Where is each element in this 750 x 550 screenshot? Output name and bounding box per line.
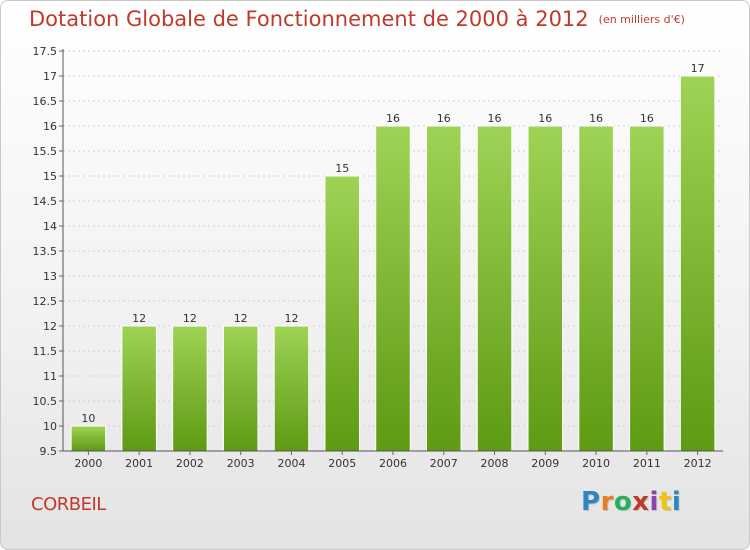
- y-tick-label: 12.5: [33, 295, 58, 308]
- logo-letter: x: [632, 487, 650, 517]
- logo-letter: o: [613, 487, 633, 517]
- bar-value-label: 16: [538, 112, 552, 125]
- x-tick-label: 2004: [277, 457, 305, 470]
- bar: [426, 125, 462, 452]
- logo-letter: P: [581, 487, 601, 517]
- axes: [59, 49, 723, 455]
- bar: [629, 125, 665, 452]
- logo-letter: i: [671, 487, 682, 517]
- x-tick-label: 2009: [531, 457, 559, 470]
- bar: [70, 425, 107, 452]
- y-tick-label: 12: [43, 320, 57, 333]
- bar: [679, 75, 716, 452]
- y-tick-label: 15.5: [33, 145, 58, 158]
- bar-value-label: 16: [640, 112, 654, 125]
- y-tick-label: 14: [43, 220, 57, 233]
- x-tick-label: 2011: [633, 457, 661, 470]
- y-tick-label: 17: [43, 70, 57, 83]
- y-tick-label: 15: [43, 170, 57, 183]
- bar-value-label: 12: [132, 312, 146, 325]
- x-tick-label: 2003: [227, 457, 255, 470]
- y-tick-label: 10: [43, 420, 57, 433]
- bar: [578, 125, 614, 452]
- bar-value-label: 16: [386, 112, 400, 125]
- y-tick-label: 14.5: [33, 195, 58, 208]
- logo-letter: i: [649, 487, 659, 517]
- bar-value-label: 17: [691, 62, 705, 75]
- bar-value-label: 16: [589, 112, 603, 125]
- bar: [172, 325, 208, 452]
- bar-value-label: 15: [335, 162, 349, 175]
- x-tick-label: 2001: [125, 457, 153, 470]
- x-tick-label: 2010: [582, 457, 610, 470]
- bar-value-label: 12: [234, 312, 248, 325]
- bar-value-label: 16: [488, 112, 502, 125]
- y-tick-label: 9.5: [40, 445, 58, 458]
- chart-title: Dotation Globale de Fonctionnement de 20…: [29, 7, 685, 31]
- bar-value-label: 16: [437, 112, 451, 125]
- bar-value-label: 12: [183, 312, 197, 325]
- place-name: CORBEIL: [31, 494, 106, 515]
- y-tick-label: 17.5: [33, 45, 58, 58]
- x-tick-label: 2006: [379, 457, 407, 470]
- bar: [324, 175, 360, 452]
- bar: [375, 125, 411, 452]
- y-tick-label: 16.5: [33, 95, 58, 108]
- bar-value-label: 10: [81, 412, 95, 425]
- chart-subtitle: (en milliers d'€): [598, 13, 685, 26]
- y-tick-label: 16: [43, 120, 57, 133]
- bar-value-label: 12: [284, 312, 298, 325]
- y-tick-label: 13.5: [33, 245, 58, 258]
- x-tick-label: 2008: [481, 457, 509, 470]
- y-tick-label: 11.5: [33, 345, 58, 358]
- y-tick-label: 10.5: [33, 395, 58, 408]
- x-tick-label: 2007: [430, 457, 458, 470]
- x-tick-label: 2002: [176, 457, 204, 470]
- bars: [70, 75, 716, 452]
- x-tick-label: 2005: [328, 457, 356, 470]
- title-text: Dotation Globale de Fonctionnement de 20…: [29, 7, 589, 31]
- bar: [476, 125, 513, 452]
- logo-letter: t: [658, 487, 672, 517]
- y-tick-label: 13: [43, 270, 57, 283]
- x-tick-label: 2000: [74, 457, 102, 470]
- labels: 9.5 10 10.5 11 11.5 12 12.5 13 13.5 14 14.5 15 15.5 1…: [33, 45, 712, 470]
- x-tick-label: 2012: [684, 457, 712, 470]
- proxiti-logo: Proxiti: [581, 487, 681, 517]
- bar: [121, 325, 157, 452]
- bar: [273, 325, 310, 452]
- bar: [527, 125, 564, 452]
- bar: [222, 325, 259, 452]
- y-tick-label: 11: [43, 370, 57, 383]
- logo-letter: r: [600, 487, 614, 517]
